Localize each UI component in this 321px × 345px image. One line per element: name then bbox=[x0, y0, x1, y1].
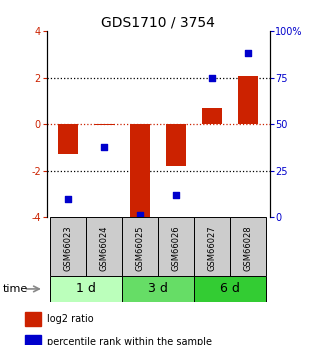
Bar bbox=[166, 124, 186, 166]
Text: GSM66026: GSM66026 bbox=[172, 225, 181, 271]
Title: GDS1710 / 3754: GDS1710 / 3754 bbox=[101, 16, 215, 30]
Bar bbox=[25, 313, 41, 326]
Bar bbox=[94, 124, 114, 125]
Text: log2 ratio: log2 ratio bbox=[48, 314, 94, 324]
Bar bbox=[130, 124, 150, 222]
Point bbox=[65, 196, 71, 201]
Bar bbox=[194, 276, 266, 302]
Bar bbox=[194, 217, 230, 276]
Text: GSM66023: GSM66023 bbox=[64, 225, 73, 271]
Point bbox=[246, 51, 251, 56]
Text: 1 d: 1 d bbox=[76, 283, 96, 295]
Point bbox=[137, 213, 143, 218]
Bar bbox=[58, 124, 78, 155]
Bar bbox=[86, 217, 122, 276]
Text: GSM66024: GSM66024 bbox=[100, 225, 108, 270]
Bar bbox=[50, 276, 122, 302]
Text: 3 d: 3 d bbox=[148, 283, 168, 295]
Bar bbox=[202, 108, 222, 124]
Bar bbox=[25, 335, 41, 345]
Bar bbox=[122, 276, 194, 302]
Bar bbox=[122, 217, 158, 276]
Bar bbox=[238, 77, 258, 124]
Text: 6 d: 6 d bbox=[220, 283, 240, 295]
Point bbox=[101, 144, 107, 149]
Bar bbox=[230, 217, 266, 276]
Text: time: time bbox=[3, 284, 29, 294]
Text: percentile rank within the sample: percentile rank within the sample bbox=[48, 337, 213, 345]
Text: GSM66028: GSM66028 bbox=[244, 225, 253, 271]
Bar bbox=[50, 217, 86, 276]
Bar bbox=[158, 217, 194, 276]
Point bbox=[174, 192, 179, 198]
Text: GSM66025: GSM66025 bbox=[135, 225, 144, 270]
Text: GSM66027: GSM66027 bbox=[208, 225, 217, 271]
Point bbox=[210, 75, 215, 80]
